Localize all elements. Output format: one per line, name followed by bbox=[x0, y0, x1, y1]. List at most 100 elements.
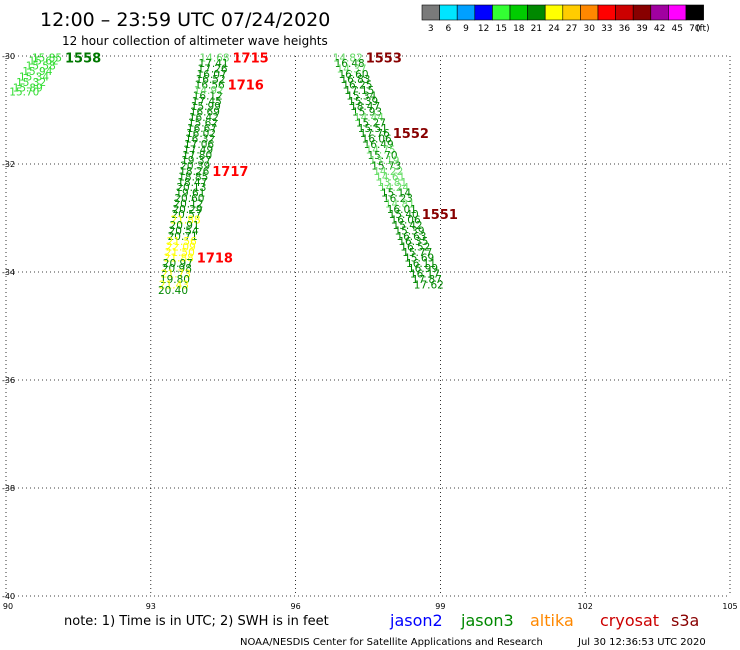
wave-height-reading: 17.41 bbox=[199, 58, 229, 70]
wave-height-reading: 15.39 bbox=[348, 96, 378, 108]
wave-height-reading: 16.42 bbox=[189, 112, 219, 124]
wave-height-reading: 16.48 bbox=[335, 58, 365, 70]
lat-tick-label: -32 bbox=[2, 160, 15, 169]
satellite-altika: altika bbox=[530, 611, 574, 630]
altimeter-track: 15.8515.6215.5815.9415.3415.3215.8915.70… bbox=[9, 52, 101, 99]
legend-swatch-42 bbox=[650, 4, 669, 21]
track-time-label: 1718 bbox=[197, 251, 233, 266]
legend-label: 15 bbox=[495, 24, 506, 34]
wave-height-reading: 16.99 bbox=[408, 263, 438, 275]
legend-swatch-6 bbox=[439, 4, 458, 21]
wave-height-reading: 15.73 bbox=[371, 161, 401, 173]
wave-height-reading: 17.80 bbox=[182, 150, 212, 162]
satellite-legend: jason2 jason3 altika cryosat s3a bbox=[389, 611, 699, 630]
track-time-label: 1716 bbox=[228, 79, 264, 94]
wave-height-reading: 16.32 bbox=[185, 134, 215, 146]
wave-height-reading: 16.56 bbox=[195, 80, 225, 92]
wave-height-reading: 16.11 bbox=[406, 258, 436, 270]
legend-swatch-15 bbox=[492, 4, 511, 21]
wave-height-reading: 14.22 bbox=[373, 166, 403, 178]
wave-height-reading: 20.57 bbox=[171, 209, 201, 221]
satellite-cryosat: cryosat bbox=[600, 611, 659, 630]
wave-height-reading: 17.62 bbox=[414, 279, 444, 291]
legend-label: 70 bbox=[689, 24, 701, 34]
wave-height-reading: 15.34 bbox=[346, 90, 376, 102]
wave-height-reading: 17.45 bbox=[192, 96, 222, 108]
wave-height-reading: 16.49 bbox=[364, 139, 394, 151]
wave-height-reading: 16.06 bbox=[362, 134, 392, 146]
track-time-label: 1553 bbox=[366, 52, 402, 67]
legend-label: 42 bbox=[654, 24, 665, 34]
wave-height-reading: 21.88 bbox=[171, 215, 201, 227]
legend-swatch-70 bbox=[685, 4, 704, 21]
wave-height-reading: 15.14 bbox=[381, 188, 411, 200]
wave-height-reading: 18.47 bbox=[350, 101, 380, 113]
legend-swatch-45 bbox=[668, 4, 687, 21]
wave-height-reading: 16.23 bbox=[383, 193, 413, 205]
wave-height-reading: 20.97 bbox=[163, 258, 193, 270]
track-time-label: 1717 bbox=[212, 165, 248, 180]
legend-swatch-27 bbox=[562, 4, 581, 21]
wave-height-reading: 20.54 bbox=[169, 225, 199, 237]
wave-height-reading: 15.27 bbox=[356, 117, 386, 129]
wave-height-reading: 14.75 bbox=[366, 144, 396, 156]
map-subtitle: 12 hour collection of altimeter wave hei… bbox=[62, 34, 328, 48]
legend-label: 33 bbox=[601, 24, 612, 34]
wave-height-reading: 20.91 bbox=[170, 220, 200, 232]
wave-height-reading: 21.43 bbox=[159, 279, 189, 291]
legend-swatch-21 bbox=[527, 4, 546, 21]
altimeter-tracks: 15.8515.6215.5815.9415.3415.3215.8915.70… bbox=[9, 52, 458, 297]
altimeter-track: 16.5614.9216.1217.4515.9916.6916.4215.62… bbox=[180, 79, 264, 173]
wave-height-reading: 15.93 bbox=[352, 107, 382, 119]
legend-label: 12 bbox=[478, 24, 489, 34]
wave-height-reading: 21.56 bbox=[167, 236, 197, 248]
wave-height-reading: 22.09 bbox=[166, 242, 196, 254]
wave-height-reading: 16.83 bbox=[340, 74, 370, 86]
wave-height-reading: 14.81 bbox=[385, 198, 415, 210]
legend-swatch-33 bbox=[597, 4, 616, 21]
wave-height-reading: 16.35 bbox=[398, 236, 428, 248]
wave-height-reading: 17.76 bbox=[360, 128, 390, 140]
wave-height-reading: 16.25 bbox=[342, 80, 372, 92]
legend-swatch-18 bbox=[509, 4, 528, 21]
lat-tick-label: -36 bbox=[2, 376, 15, 385]
wave-height-reading: 15.69 bbox=[404, 252, 434, 264]
wave-height-reading: 13.19 bbox=[369, 155, 399, 167]
wave-height-reading: 21.73 bbox=[161, 269, 191, 281]
wave-height-reading: 15.40 bbox=[389, 209, 419, 221]
wave-height-reading: 15.32 bbox=[16, 77, 46, 89]
wave-height-reading: 16.60 bbox=[338, 69, 368, 81]
legend-swatch-12 bbox=[474, 4, 493, 21]
legend-label: 21 bbox=[531, 24, 542, 34]
legend-label: 39 bbox=[636, 24, 648, 34]
wave-height-reading: 17.15 bbox=[344, 85, 374, 97]
track-time-label: 1552 bbox=[393, 127, 429, 142]
satellite-s3a: s3a bbox=[671, 611, 699, 630]
wave-height-reading: 15.89 bbox=[13, 82, 43, 94]
track-time-label: 1715 bbox=[233, 52, 269, 67]
legend-swatch-30 bbox=[580, 4, 599, 21]
footer-credit: NOAA/NESDIS Center for Satellite Applica… bbox=[240, 637, 543, 648]
legend-swatch-39 bbox=[632, 4, 652, 21]
altimeter-track: 18.2618.8518.4720.1319.6120.6020.1220.29… bbox=[165, 165, 249, 259]
wave-height-reading: 14.68 bbox=[199, 53, 229, 65]
altimeter-track: 15.4016.0615.4215.3916.6316.3516.5215.77… bbox=[389, 208, 458, 291]
wave-height-reading: 15.51 bbox=[358, 123, 388, 135]
map-grid: 90 93 96 99 102 105 -30 -32 -34 -36 -38 -40 bbox=[2, 52, 738, 611]
legend-swatch-36 bbox=[615, 4, 634, 21]
wave-height-reading: 15.39 bbox=[394, 225, 424, 237]
lon-tick-label: 102 bbox=[578, 602, 593, 611]
footer-timestamp: Jul 30 12:36:53 UTC 2020 bbox=[577, 637, 706, 648]
satellite-jason3: jason3 bbox=[460, 611, 514, 630]
legend-label: 18 bbox=[513, 24, 525, 34]
wave-height-reading: 17.06 bbox=[184, 139, 214, 151]
wave-height-reading: 20.60 bbox=[174, 193, 204, 205]
legend-label: 30 bbox=[583, 24, 595, 34]
legend-swatch-9 bbox=[456, 4, 476, 21]
lon-tick-label: 105 bbox=[722, 602, 737, 611]
wave-height-reading: 16.07 bbox=[197, 69, 227, 81]
wave-height-reading: 14.92 bbox=[194, 85, 224, 97]
wave-height-reading: 15.94 bbox=[22, 66, 52, 78]
